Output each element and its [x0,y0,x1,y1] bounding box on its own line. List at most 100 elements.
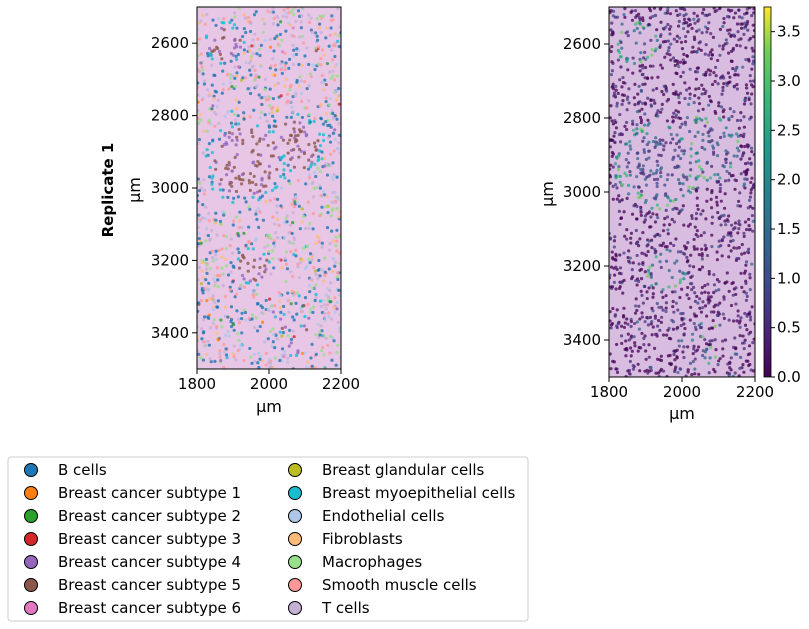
cell-point [704,117,708,121]
cell-point [323,164,327,168]
cell-point [651,286,655,290]
cell-point [324,82,328,87]
cell-point [633,82,637,86]
cell-point [609,319,612,323]
cell-point [659,110,663,114]
cell-point [622,210,626,214]
cell-point [740,252,744,256]
cell-point [308,120,312,124]
cell-point [269,10,273,14]
cell-point [692,50,696,54]
cell-point [641,66,645,70]
cell-point [337,312,341,317]
cell-point [207,142,211,146]
cell-point [681,61,685,65]
cell-point [257,272,261,276]
cell-point [643,334,647,338]
cell-point [731,67,735,71]
cell-point [614,287,618,291]
cell-point [249,21,253,26]
cell-point [305,46,309,50]
cell-point [643,50,647,54]
cell-point [258,324,262,329]
cell-point [272,16,276,21]
cell-point [228,72,233,77]
cell-point [714,348,718,352]
cell-point [671,56,676,60]
cell-point [207,281,211,285]
cell-point [622,251,626,255]
cell-point [685,21,689,25]
cell-point [610,119,614,123]
cell-point [643,65,648,70]
cell-point [621,99,625,103]
cell-point [334,199,338,203]
cell-point [205,299,209,303]
cell-point [627,338,631,342]
cell-point [329,76,333,81]
cell-point [278,32,282,37]
cell-point [703,290,707,294]
cell-point [650,53,654,57]
cell-point [312,265,316,270]
cell-point [316,155,321,159]
cell-point [658,328,662,332]
cell-point [337,133,341,137]
cell-point [312,186,316,190]
cell-point [284,29,288,33]
cell-point [654,171,658,175]
cell-point [682,223,686,227]
cell-point [274,124,278,128]
cell-point [706,291,711,295]
cell-point [736,231,740,235]
cell-point [317,236,321,240]
cell-point [638,268,642,272]
cell-point [302,246,306,250]
cell-point [670,318,674,322]
cell-point [264,298,268,303]
cell-point [749,180,753,185]
cell-point [729,249,733,253]
cell-point [709,310,714,314]
row-label: Replicate 1 [99,143,117,238]
cell-point [637,279,641,283]
cell-point [685,116,689,120]
cell-point [701,335,705,339]
cell-point [710,233,714,237]
cell-point [746,20,750,24]
cell-point [260,96,264,100]
cell-point [680,339,684,343]
cell-point [695,29,699,33]
cell-point [220,144,224,148]
cell-point [617,271,622,275]
cell-point [252,265,256,269]
cell-point [273,222,277,226]
cell-point [247,205,251,209]
cell-point [318,299,323,303]
cell-point [333,310,337,314]
cell-point [673,261,677,265]
cell-point [692,247,697,251]
cell-point [687,17,691,21]
cell-point [335,249,339,253]
cell-point [615,104,619,108]
cell-point [249,73,253,77]
cell-point [708,73,712,77]
cell-point [263,113,267,117]
cell-point [223,133,227,137]
cell-point [197,236,201,241]
cell-point [271,96,275,101]
cell-point [644,157,649,161]
cell-point [275,204,279,208]
legend-marker [24,578,38,592]
cell-point [672,37,676,41]
cell-point [648,64,653,68]
cell-point [219,318,223,322]
cell-point [699,233,703,238]
cell-point [671,327,676,331]
x-tick-label: 2000 [663,383,701,401]
cell-point [692,100,696,105]
y-tick-label: 3400 [151,324,189,342]
cell-point [276,23,280,27]
cell-point [229,121,234,125]
